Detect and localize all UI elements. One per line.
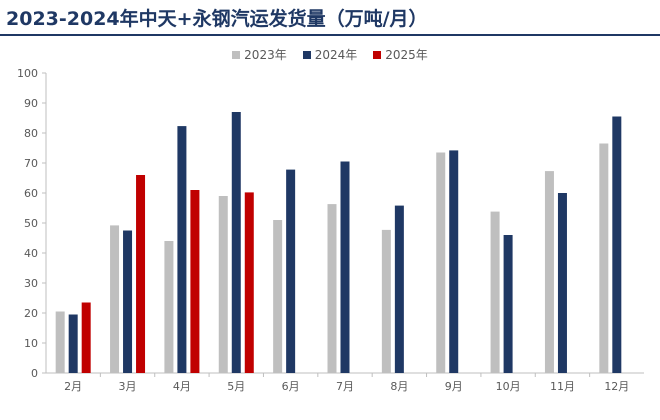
legend-swatch	[373, 50, 382, 59]
bar-2023-9月	[436, 152, 446, 373]
bar-2025-2月	[81, 302, 91, 373]
y-tick-label: 20	[24, 307, 38, 320]
legend-item-2023: 2023年	[232, 46, 287, 63]
y-tick-label: 80	[24, 127, 38, 140]
bar-2023-11月	[544, 171, 554, 373]
x-tick-label: 9月	[445, 380, 463, 393]
x-tick-label: 11月	[550, 380, 575, 393]
bar-2023-10月	[490, 211, 500, 373]
x-tick-label: 6月	[282, 380, 300, 393]
bar-2024-11月	[557, 193, 567, 373]
legend-item-2025: 2025年	[373, 46, 428, 63]
bar-2024-8月	[394, 205, 404, 373]
x-tick-label: 7月	[336, 380, 354, 393]
y-tick-label: 60	[24, 187, 38, 200]
x-tick-label: 12月	[604, 380, 629, 393]
x-tick-label: 5月	[227, 380, 245, 393]
legend-label: 2025年	[385, 48, 428, 62]
bar-2025-3月	[136, 175, 146, 373]
bar-2023-5月	[218, 196, 228, 373]
bar-2023-12月	[599, 143, 609, 373]
bar-2023-7月	[327, 204, 337, 373]
bar-2023-8月	[381, 229, 391, 373]
x-tick-label: 8月	[390, 380, 408, 393]
bar-2024-3月	[123, 230, 133, 373]
bar-2023-3月	[110, 225, 120, 373]
bar-2023-6月	[273, 220, 283, 373]
chart-title: 2023-2024年中天+永钢汽运发货量（万吨/月）	[6, 8, 428, 30]
legend-item-2024: 2024年	[302, 46, 358, 63]
chart-legend: 2023年 2024年 2025年	[0, 46, 660, 63]
legend-label: 2024年	[314, 48, 358, 62]
legend-label: 2023年	[244, 48, 287, 62]
bar-2024-5月	[231, 112, 241, 373]
y-tick-label: 10	[24, 337, 38, 350]
bar-2024-7月	[340, 161, 350, 373]
bar-2023-2月	[55, 311, 65, 373]
bar-2024-6月	[286, 169, 296, 373]
y-tick-label: 30	[24, 277, 38, 290]
y-tick-label: 90	[24, 97, 38, 110]
bar-2025-4月	[190, 190, 200, 373]
bar-2024-9月	[449, 150, 459, 373]
bar-2025-5月	[244, 192, 254, 373]
y-tick-label: 100	[17, 67, 38, 80]
x-tick-label: 10月	[496, 380, 521, 393]
y-tick-label: 40	[24, 247, 38, 260]
x-tick-label: 3月	[119, 380, 137, 393]
y-tick-label: 70	[24, 157, 38, 170]
legend-swatch	[302, 50, 311, 59]
y-tick-label: 0	[31, 367, 38, 380]
bar-2024-2月	[68, 314, 78, 373]
x-tick-label: 4月	[173, 380, 191, 393]
y-tick-label: 50	[24, 217, 38, 230]
legend-swatch	[232, 50, 241, 59]
title-underline	[0, 34, 660, 36]
x-tick-label: 2月	[64, 380, 82, 393]
bar-2024-4月	[177, 126, 187, 373]
bar-2023-4月	[164, 241, 174, 373]
bar-2024-10月	[503, 235, 513, 373]
bar-2024-12月	[612, 116, 622, 373]
